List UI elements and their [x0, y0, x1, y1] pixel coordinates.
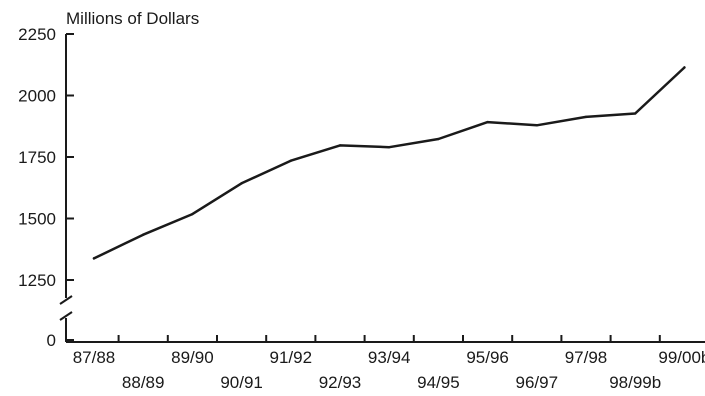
data-point: [683, 66, 686, 69]
x-tick-label: 95/96: [466, 348, 509, 367]
y-ticks: 0 1250 1500 1750 2000 2250: [18, 25, 74, 350]
x-ticks: 87/88 88/89 89/90 90/91 91/92 92/93 93/94 94/95…: [73, 335, 705, 392]
x-tick-label: 89/90: [171, 348, 214, 367]
axis-break-mark-upper: [59, 295, 73, 305]
x-tick-label: 93/94: [368, 348, 411, 367]
data-point: [338, 144, 342, 147]
y-axis-title: Millions of Dollars: [66, 9, 199, 28]
x-tick-label: 98/99b: [609, 373, 661, 392]
data-point: [437, 137, 440, 141]
series-line: [92, 66, 686, 260]
y-tick-label: 1750: [18, 148, 56, 167]
y-tick-label: 1500: [18, 210, 56, 229]
x-tick-label: 94/95: [417, 373, 460, 392]
x-tick-label: 91/92: [270, 348, 313, 367]
x-tick-label: 87/88: [73, 348, 116, 367]
x-tick-label: 96/97: [516, 373, 559, 392]
data-point: [289, 159, 292, 162]
y-tick-label: 2000: [18, 87, 56, 106]
y-tick-label: 0: [47, 331, 56, 350]
data-point: [584, 115, 588, 119]
data-point: [191, 212, 194, 216]
data-point: [92, 257, 96, 260]
x-tick-label: 88/89: [122, 373, 165, 392]
data-point: [634, 112, 637, 115]
axes: [59, 34, 705, 343]
axis-break-mark-lower: [59, 311, 73, 321]
x-tick-label: 92/93: [319, 373, 362, 392]
y-tick-label: 1250: [18, 271, 56, 290]
x-tick-label: 99/00b: [658, 348, 705, 367]
x-tick-label: 90/91: [220, 373, 263, 392]
x-tick-label: 97/98: [565, 348, 608, 367]
data-point: [142, 233, 145, 236]
data-point: [486, 120, 489, 124]
series-group: [92, 66, 686, 260]
data-point: [240, 182, 243, 185]
data-point: [388, 145, 391, 149]
data-point: [535, 124, 538, 127]
y-tick-label: 2250: [18, 25, 56, 44]
